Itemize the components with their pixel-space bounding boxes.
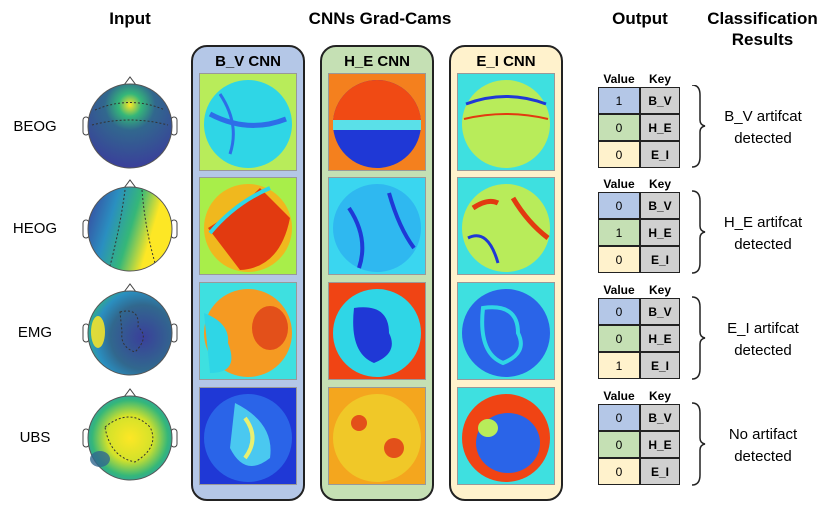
value-cell: 0 — [598, 192, 640, 219]
output-table: Value Key 0 B_V 1 H_E 0 E_I — [598, 177, 683, 277]
value-header: Value — [603, 72, 635, 86]
value-cell: 0 — [598, 141, 640, 168]
value-header: Value — [603, 389, 635, 403]
output-table: Value Key 0 B_V 0 H_E 0 E_I — [598, 389, 683, 489]
value-cell: 1 — [598, 352, 640, 379]
key-cell: E_I — [640, 458, 680, 485]
key-cell: H_E — [640, 114, 680, 141]
scalp-map-emg — [80, 282, 180, 387]
key-header: Key — [648, 72, 671, 86]
gradcam-bv-ubs — [199, 387, 297, 485]
value-cell: 0 — [598, 325, 640, 352]
scalp-map-ubs — [80, 387, 180, 492]
input-header: Input — [109, 9, 151, 28]
key-cell: B_V — [640, 298, 680, 325]
result-ubs: No artifact detected — [728, 426, 798, 465]
gradcam-bv-beog — [199, 73, 297, 171]
value-cell: 1 — [598, 219, 640, 246]
result-emg: E_I artifcat detected — [727, 320, 799, 359]
value-cell: 0 — [598, 114, 640, 141]
value-cell: 0 — [598, 246, 640, 273]
result-beog: B_V artifcat detected — [724, 108, 802, 147]
key-cell: B_V — [640, 192, 680, 219]
output-table: Value Key 0 B_V 0 H_E 1 E_I — [598, 283, 683, 383]
key-cell: E_I — [640, 141, 680, 168]
key-cell: B_V — [640, 404, 680, 431]
value-cell: 0 — [598, 431, 640, 458]
gradcam-he-beog — [328, 73, 426, 171]
gradcam-ei-heog — [457, 177, 555, 275]
gradcam-ei-ubs — [457, 387, 555, 485]
row-label-beog: BEOG — [13, 118, 57, 135]
row-label-heog: HEOG — [12, 220, 58, 237]
row-label-emg: EMG — [17, 324, 53, 341]
key-header: Key — [648, 283, 671, 297]
gradcam-he-heog — [328, 177, 426, 275]
scalp-map-heog — [80, 178, 180, 283]
key-cell: H_E — [640, 219, 680, 246]
value-header: Value — [603, 283, 635, 297]
value-cell: 0 — [598, 458, 640, 485]
gradcam-ei-emg — [457, 282, 555, 380]
key-cell: E_I — [640, 246, 680, 273]
output-header: Output — [612, 9, 668, 28]
gradcam-bv-heog — [199, 177, 297, 275]
output-table: Value Key 1 B_V 0 H_E 0 E_I — [598, 72, 683, 172]
gradcam-bv-emg — [199, 282, 297, 380]
result-heog: H_E artifcat detected — [723, 214, 803, 253]
scalp-map-beog — [80, 75, 180, 180]
bv-cnn-title: B_V CNN — [215, 53, 281, 70]
gradcam-he-ubs — [328, 387, 426, 485]
value-cell: 0 — [598, 298, 640, 325]
key-cell: H_E — [640, 431, 680, 458]
row-label-ubs: UBS — [19, 429, 51, 446]
gradcams-header: CNNs Grad-Cams — [308, 9, 452, 28]
key-header: Key — [648, 177, 671, 191]
key-header: Key — [648, 389, 671, 403]
value-cell: 0 — [598, 404, 640, 431]
key-cell: H_E — [640, 325, 680, 352]
value-header: Value — [603, 177, 635, 191]
ei-cnn-title: E_I CNN — [476, 53, 536, 70]
gradcam-ei-beog — [457, 73, 555, 171]
key-cell: E_I — [640, 352, 680, 379]
he-cnn-title: H_E CNN — [344, 53, 410, 70]
key-cell: B_V — [640, 87, 680, 114]
gradcam-he-emg — [328, 282, 426, 380]
result-brackets — [691, 85, 706, 486]
classification-header: Classification Results — [707, 9, 818, 49]
value-cell: 1 — [598, 87, 640, 114]
